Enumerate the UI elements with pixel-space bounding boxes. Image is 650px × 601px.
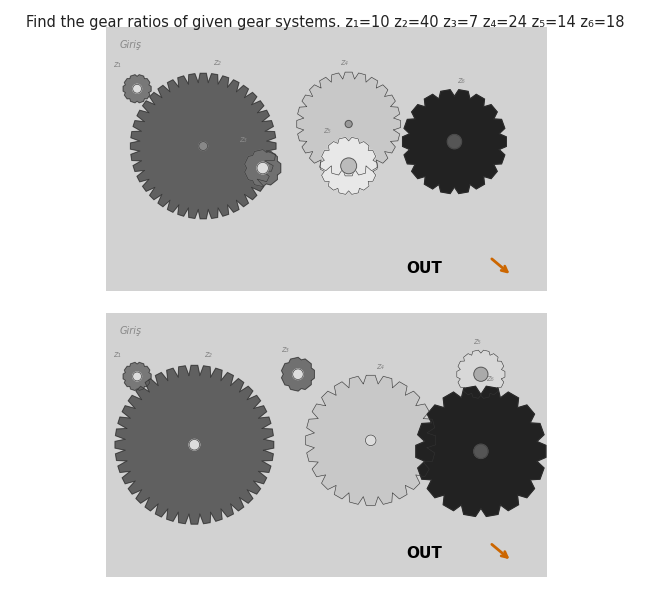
Text: z₁: z₁ — [113, 350, 121, 359]
Text: z₁: z₁ — [113, 59, 121, 69]
Circle shape — [345, 120, 352, 127]
Polygon shape — [297, 72, 400, 176]
Text: OUT: OUT — [406, 546, 442, 561]
Text: OUT: OUT — [406, 261, 442, 276]
Circle shape — [199, 142, 207, 150]
Text: z₆: z₆ — [457, 76, 465, 85]
Polygon shape — [320, 138, 377, 194]
Polygon shape — [115, 365, 274, 524]
Polygon shape — [416, 386, 546, 516]
Text: z₂: z₂ — [203, 350, 211, 359]
Polygon shape — [244, 150, 281, 186]
Polygon shape — [457, 350, 505, 398]
Text: z₄: z₄ — [341, 58, 348, 67]
Circle shape — [474, 444, 488, 459]
FancyBboxPatch shape — [103, 24, 550, 294]
Text: Giriş: Giriş — [120, 40, 142, 50]
Circle shape — [365, 435, 376, 445]
Circle shape — [341, 158, 357, 174]
Text: z₆: z₆ — [486, 374, 493, 383]
Text: Giriş: Giriş — [120, 326, 142, 336]
Circle shape — [474, 367, 488, 381]
Text: z₂: z₂ — [213, 58, 220, 67]
Text: Find the gear ratios of given gear systems. z₁=10 z₂=40 z₃=7 z₄=24 z₅=14 z₆=18: Find the gear ratios of given gear syste… — [26, 15, 624, 30]
Circle shape — [257, 162, 268, 174]
Polygon shape — [131, 73, 276, 219]
Text: z₅: z₅ — [473, 337, 480, 346]
Text: z₅: z₅ — [323, 126, 330, 135]
Text: z₃: z₃ — [239, 135, 247, 144]
Polygon shape — [306, 375, 436, 505]
Circle shape — [447, 135, 462, 148]
Circle shape — [133, 372, 142, 381]
Polygon shape — [402, 90, 506, 194]
Polygon shape — [124, 75, 151, 103]
FancyBboxPatch shape — [103, 310, 550, 580]
Text: z₄: z₄ — [376, 362, 384, 371]
Circle shape — [292, 369, 304, 379]
Text: z₃: z₃ — [281, 345, 289, 354]
Circle shape — [189, 439, 200, 450]
Polygon shape — [124, 362, 151, 391]
Circle shape — [133, 84, 142, 93]
Polygon shape — [281, 358, 314, 391]
